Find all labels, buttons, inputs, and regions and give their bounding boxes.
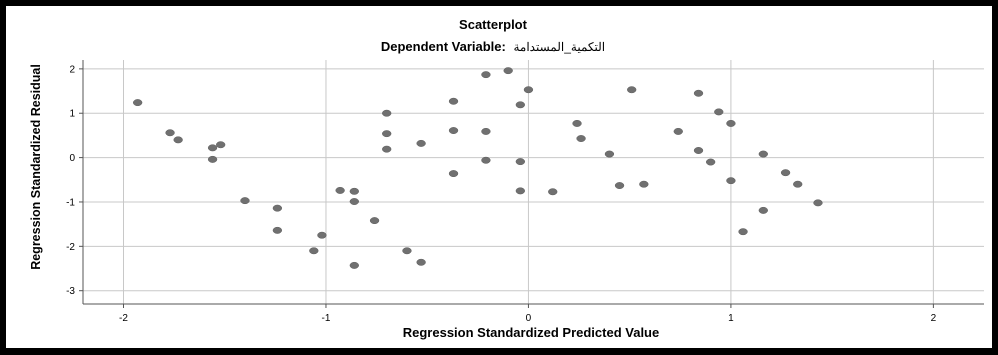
scatter-point [706, 158, 716, 166]
scatter-point [173, 136, 183, 144]
subtitle-variable: التكمية_المستدامة [513, 40, 605, 54]
scatter-point [448, 170, 459, 178]
scatter-point [240, 197, 250, 205]
x-axis-label: Regression Standardized Predicted Value [403, 325, 659, 340]
scatter-point [758, 150, 768, 158]
chart-frame: Scatterplot Dependent Variable: التكمية_… [6, 6, 992, 348]
scatter-point [515, 158, 525, 166]
scatter-point [714, 108, 724, 116]
y-tick-label: 1 [69, 109, 75, 120]
scatter-point [726, 177, 736, 185]
chart-subtitle: Dependent Variable: التكمية_المستدامة [381, 39, 605, 54]
scatter-point [604, 150, 615, 158]
scatter-point [726, 119, 736, 127]
scatter-point [758, 206, 768, 214]
scatter-point [614, 182, 625, 189]
scatter-point [402, 247, 412, 255]
scatter-point [572, 119, 582, 127]
x-tick-label: 1 [728, 313, 734, 324]
scatter-point [448, 127, 459, 134]
x-tick-label: 0 [526, 313, 532, 324]
scatter-point [272, 226, 283, 234]
scatter-point [369, 217, 380, 225]
y-tick-label: -3 [66, 286, 75, 297]
x-tick-label: 2 [931, 313, 937, 324]
scatter-point [576, 135, 586, 142]
y-axis-label: Regression Standardized Residual [29, 64, 43, 270]
chart-title: Scatterplot [459, 17, 528, 32]
scatter-point [133, 99, 143, 107]
scatter-point [481, 156, 491, 164]
y-tick-label: 0 [69, 153, 75, 164]
scatter-point [207, 155, 218, 163]
scatter-point [673, 127, 683, 135]
scatter-point [448, 97, 459, 105]
x-tick-label: -2 [119, 313, 128, 324]
scatter-point [349, 187, 359, 195]
scatter-point [349, 198, 359, 205]
subtitle-prefix: Dependent Variable: [381, 39, 506, 54]
scatter-point [738, 228, 748, 236]
scatter-point [335, 186, 345, 194]
scatter-point [349, 261, 359, 269]
scatter-point [548, 188, 558, 196]
scatter-point [165, 129, 175, 137]
tick-labels: -2 -1 0 1 2 2 1 0 -1 -2 -3 [66, 64, 937, 324]
scatter-point [627, 86, 637, 94]
scatter-point [416, 139, 426, 147]
scatter-point [515, 187, 525, 195]
scatterplot-chart: Scatterplot Dependent Variable: التكمية_… [29, 17, 984, 340]
scatter-point [216, 141, 226, 149]
scatter-point [416, 258, 426, 266]
scatter-point [317, 231, 327, 239]
scatter-point [309, 247, 319, 255]
scatter-point [780, 169, 791, 177]
y-tick-label: -2 [66, 242, 75, 253]
y-tick-label: -1 [66, 197, 75, 208]
scatter-point [793, 180, 803, 188]
grid-lines [83, 60, 984, 304]
x-tick-label: -1 [322, 313, 331, 324]
scatter-point [523, 86, 534, 94]
scatter-point [639, 180, 649, 188]
scatter-point [272, 204, 283, 212]
scatter-point [382, 109, 392, 117]
y-tick-label: 2 [69, 64, 75, 75]
scatter-point [481, 127, 491, 135]
scatter-point [693, 147, 704, 154]
scatter-point [813, 199, 823, 207]
scatter-point [515, 101, 525, 109]
data-points [133, 67, 823, 269]
scatter-point [481, 71, 491, 79]
scatter-point [382, 145, 392, 153]
axes [79, 60, 984, 308]
scatter-point [382, 130, 392, 138]
scatter-point [693, 89, 704, 97]
scatter-point [503, 67, 513, 75]
scatter-point [207, 144, 218, 152]
